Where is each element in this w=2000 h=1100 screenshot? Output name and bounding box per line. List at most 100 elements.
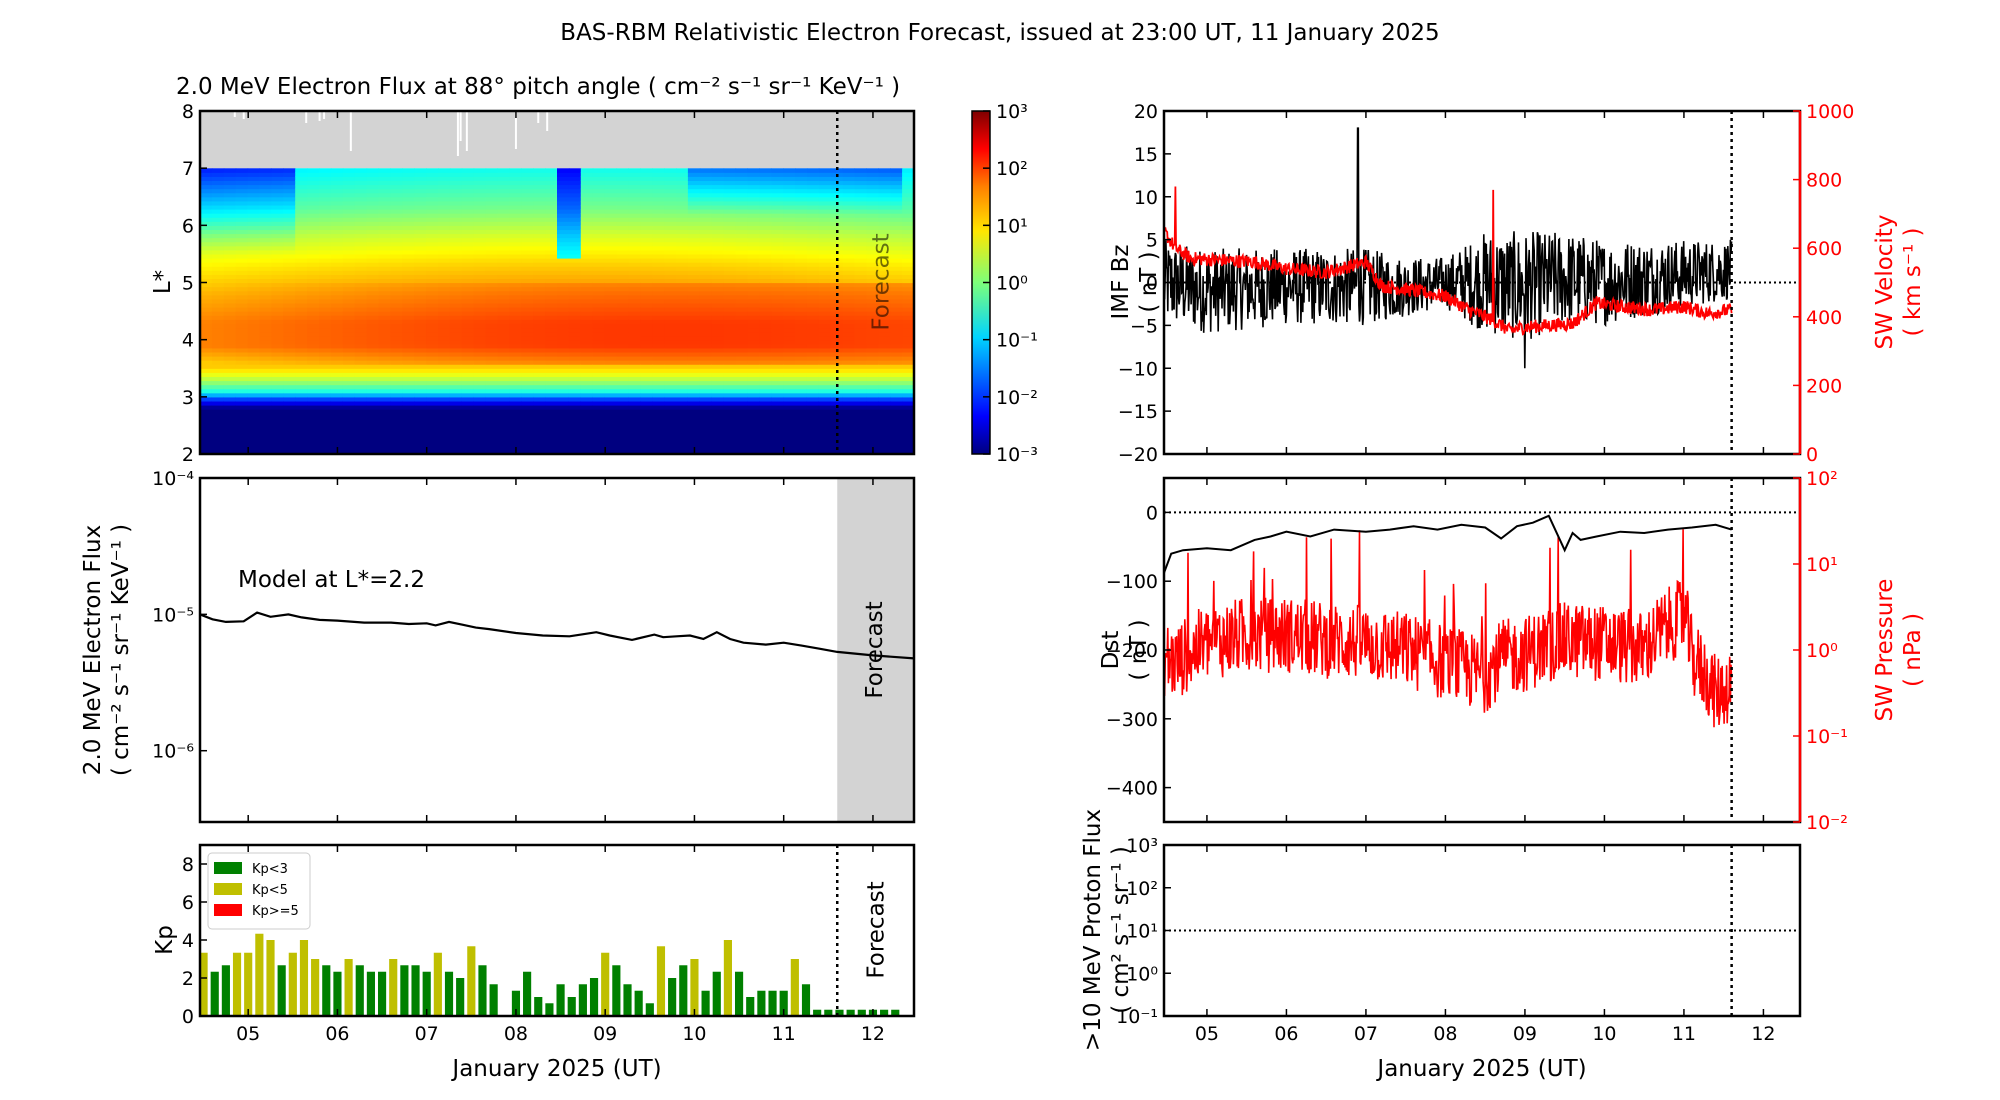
heatmap-cell [568, 172, 582, 177]
heatmap-cell [699, 225, 713, 231]
heatmap-cell [699, 327, 713, 333]
heatmap-cell [818, 437, 832, 443]
heatmap-cell [307, 347, 320, 353]
heatmap-cell [628, 204, 641, 210]
heatmap-cell [342, 245, 356, 251]
heatmap-cell [402, 217, 415, 222]
heatmap-cell [687, 392, 701, 398]
heatmap-cell [592, 282, 606, 288]
heatmap-cell [735, 429, 748, 435]
heatmap-cell [878, 364, 891, 369]
heatmap-cell [533, 274, 546, 280]
heatmap-cell [795, 298, 808, 304]
heatmap-cell [319, 298, 332, 304]
heatmap-cell [568, 437, 582, 443]
heatmap-cell [878, 405, 891, 410]
y-tick-label: 5 [1146, 230, 1158, 252]
heatmap-cell [664, 364, 677, 369]
x-tick-label: 09 [1513, 1023, 1537, 1045]
heatmap-cell [330, 311, 344, 316]
heatmap-cell [271, 449, 284, 454]
heatmap-cell [307, 364, 320, 369]
heatmap-cell [687, 294, 701, 300]
heatmap-cell [902, 311, 914, 316]
heatmap-cell [640, 237, 653, 243]
heatmap-cell [259, 400, 272, 406]
sw-pressure-series-line [1164, 529, 1733, 728]
heatmap-cell [557, 213, 570, 218]
heatmap-cell [438, 372, 451, 378]
heatmap-cell [580, 294, 594, 300]
heatmap-cell [795, 429, 808, 435]
heatmap-cell [390, 449, 403, 454]
heatmap-cell [557, 433, 570, 439]
heatmap-cell [640, 184, 653, 190]
heatmap-cell [592, 311, 606, 316]
heatmap-cell [307, 437, 320, 443]
heatmap-cell [521, 413, 534, 418]
heatmap-cell [378, 327, 391, 333]
heatmap-cell [426, 339, 439, 345]
heatmap-cell [735, 282, 748, 288]
heatmap-cell [747, 286, 760, 292]
heatmap-cell [307, 429, 320, 435]
heatmap-cell [592, 307, 606, 312]
heatmap-cell [568, 262, 582, 267]
heatmap-cell [652, 290, 665, 296]
heatmap-cell [319, 364, 332, 369]
heatmap-cell [628, 339, 641, 345]
heatmap-cell [580, 217, 594, 222]
y-tick-label: 6 [182, 892, 194, 914]
heatmap-cell [485, 270, 499, 275]
heatmap-cell [449, 376, 463, 382]
heatmap-cell [830, 441, 844, 447]
heatmap-cell [759, 168, 772, 173]
heatmap-cell [878, 245, 891, 251]
heatmap-cell [414, 445, 427, 451]
heatmap-cell [414, 360, 427, 365]
heatmap-cell [461, 290, 475, 296]
heatmap-cell [473, 433, 487, 439]
heatmap-cell [735, 376, 748, 382]
heatmap-cell [878, 294, 891, 300]
heatmap-cell [485, 200, 499, 206]
heatmap-cell [735, 339, 748, 345]
heatmap-cell [616, 270, 629, 275]
heatmap-cell [307, 204, 320, 210]
heatmap-cell [533, 372, 546, 378]
heatmap-cell [438, 307, 451, 312]
heatmap-cell [235, 384, 249, 390]
kp-bar [389, 959, 398, 1016]
heatmap-cell [354, 266, 368, 271]
heatmap-cell [473, 245, 487, 251]
heatmap-cell [616, 376, 629, 382]
heatmap-cell [676, 368, 689, 373]
heatmap-cell [354, 298, 368, 304]
heatmap-cell [557, 274, 570, 280]
heatmap-cell [640, 253, 653, 259]
heatmap-cell [390, 372, 403, 378]
heatmap-cell [699, 184, 713, 190]
heatmap-cell [402, 445, 415, 451]
heatmap-cell [735, 200, 748, 206]
heatmap-cell [319, 425, 332, 431]
heatmap-cell [354, 331, 368, 337]
heatmap-cell [711, 417, 725, 422]
heatmap-cell [295, 327, 308, 333]
heatmap-cell [557, 417, 570, 422]
heatmap-cell [723, 343, 737, 349]
legend-swatch [214, 883, 242, 895]
heatmap-cell [747, 196, 760, 202]
heatmap-cell [390, 421, 403, 427]
heatmap-cell [211, 278, 225, 284]
heatmap-cell [235, 180, 249, 186]
heatmap-cell [342, 441, 356, 447]
heatmap-cell [806, 168, 820, 173]
heatmap-cell [521, 266, 534, 271]
heatmap-cell [319, 213, 332, 218]
heatmap-cell [735, 294, 748, 300]
heatmap-cell [497, 258, 510, 263]
heatmap-cell [521, 405, 534, 410]
kp-bar [377, 971, 387, 1016]
y-tick-label: 8 [182, 854, 194, 876]
